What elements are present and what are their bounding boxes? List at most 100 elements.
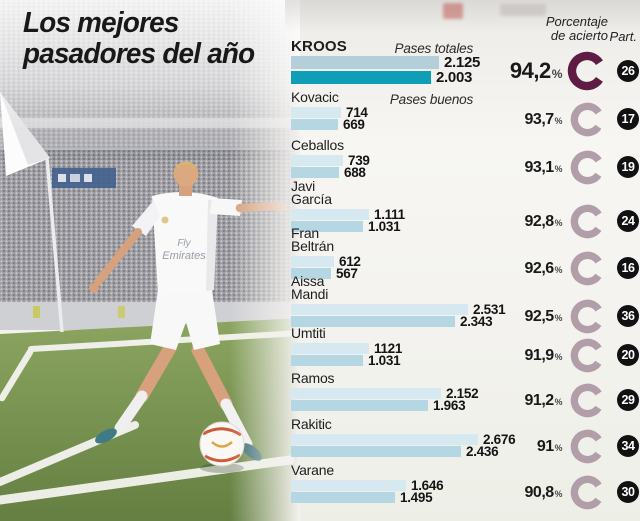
- pass-bar-line: 1.031: [291, 219, 640, 234]
- pass-bar-line: 612: [291, 254, 640, 269]
- title-line-1: Los mejores: [23, 7, 179, 39]
- good-passes-bar: [291, 446, 461, 457]
- player-name-line: Ceballos: [291, 137, 344, 153]
- pass-bar-line: 1.963: [291, 398, 640, 413]
- percent-sign: %: [554, 163, 563, 174]
- total-passes-bar: [291, 304, 468, 315]
- good-passes-bar: [291, 400, 428, 411]
- pass-bar-line: 2.003: [291, 69, 640, 86]
- player-row: Ramos 2.152 1.963 91,2% 29: [291, 371, 640, 417]
- player-name-line: Fran: [291, 225, 319, 241]
- accuracy-value: 91,2%: [525, 391, 563, 410]
- pass-bars: 2.125 2.003: [291, 54, 640, 86]
- legend-total-passes: Pases totales: [394, 41, 474, 56]
- good-passes-bar: [291, 119, 338, 130]
- accuracy-donut-icon: [570, 475, 604, 509]
- pass-bar-line: 2.125: [291, 54, 640, 71]
- good-passes-bar: [291, 492, 395, 503]
- accuracy-number: 93,7: [524, 110, 555, 128]
- player-row: Aissa Mandi 2.531 2.343 92,5% 36: [291, 273, 640, 333]
- good-passes-bar: [291, 268, 331, 279]
- accuracy-donut-icon: [570, 338, 604, 372]
- total-passes-bar: [291, 56, 439, 69]
- photo-top-fade: [285, 0, 640, 32]
- player-name: Umtiti: [291, 326, 640, 340]
- percent-sign: %: [554, 488, 563, 499]
- accuracy-value: 91%: [537, 437, 563, 456]
- total-passes-bar: [291, 434, 478, 445]
- player-name-line: KROOS: [291, 38, 348, 55]
- total-passes-bar: [291, 388, 441, 399]
- percent-sign: %: [554, 442, 563, 453]
- accuracy-column-header: Porcentaje de acierto: [546, 15, 608, 42]
- accuracy-donut-icon: [570, 204, 604, 238]
- participation-badge: 24: [617, 210, 639, 232]
- good-passes-bar: [291, 221, 363, 232]
- participation-badge: 19: [617, 156, 639, 178]
- pass-bar-line: 1121: [291, 341, 640, 356]
- pass-bars: 714 669: [291, 105, 640, 132]
- pass-bar-line: 1.495: [291, 490, 640, 505]
- percent-sign: %: [551, 67, 563, 81]
- participation-badge: 30: [617, 481, 639, 503]
- good-passes-value: 2.436: [466, 444, 499, 459]
- good-passes-value: 669: [343, 117, 365, 132]
- good-passes-bar: [291, 355, 363, 366]
- percent-sign: %: [554, 115, 563, 126]
- good-passes-bar: [291, 71, 431, 84]
- percent-sign: %: [554, 264, 563, 275]
- player-name-line: Aissa: [291, 273, 325, 289]
- player-row: Ceballos 739 688 93,1% 19: [291, 137, 640, 184]
- accuracy-donut-icon: [570, 150, 604, 184]
- boot: [95, 428, 117, 444]
- good-passes-value: 688: [344, 165, 366, 180]
- accuracy-number: 92,6: [524, 259, 555, 277]
- accuracy-donut-icon: [570, 383, 604, 417]
- accuracy-value: 93,1%: [525, 158, 563, 177]
- accuracy-number: 92,5: [524, 307, 555, 325]
- total-passes-value: 739: [348, 153, 370, 168]
- percent-sign: %: [554, 351, 563, 362]
- player-name: Varane: [291, 462, 640, 478]
- good-passes-value: 2.003: [436, 69, 473, 86]
- pass-bar-line: 2.152: [291, 386, 640, 401]
- participation-column-header: Part.: [609, 29, 637, 44]
- total-passes-value: 714: [346, 105, 368, 120]
- pass-bars: 1.111 1.031: [291, 207, 640, 234]
- total-passes-value: 2.152: [446, 386, 479, 401]
- pass-bar-line: 567: [291, 266, 640, 281]
- accuracy-header-line: de acierto: [550, 27, 608, 43]
- player-row: Rakitic 2.676 2.436 91% 34: [291, 417, 640, 463]
- pass-bars: 612 567: [291, 254, 640, 281]
- good-passes-value: 567: [336, 266, 358, 281]
- player-row: Kovacic 714 669 93,7% 17: [291, 89, 640, 136]
- good-passes-value: 1.031: [368, 353, 401, 368]
- total-passes-bar: [291, 256, 334, 267]
- pass-bars: 1121 1.031: [291, 341, 640, 368]
- player-row: Javi García 1.111 1.031 92,8% 24: [291, 179, 640, 238]
- participation-badge: 36: [617, 305, 639, 327]
- stadium-blur-blob: [500, 4, 546, 16]
- player-row: Fran Beltrán 612 567 92,6% 16: [291, 225, 640, 285]
- accuracy-number: 91,9: [524, 346, 555, 364]
- accuracy-number: 92,8: [524, 212, 555, 230]
- good-passes-bar: [291, 316, 455, 327]
- total-passes-value: 1.646: [411, 478, 444, 493]
- stadium-photo: Fly Emirates: [0, 0, 300, 521]
- accuracy-value: 92,8%: [524, 212, 563, 231]
- total-passes-bar: [291, 107, 341, 118]
- participation-badge: 17: [617, 108, 639, 130]
- player-name: Ramos: [291, 371, 640, 385]
- page-title: Los mejores pasadores del año: [23, 7, 255, 70]
- total-passes-value: 2.676: [483, 432, 516, 447]
- pass-bars: 2.531 2.343: [291, 302, 640, 329]
- pass-bar-line: 1.111: [291, 207, 640, 222]
- pass-bar-line: 739: [291, 153, 640, 168]
- accuracy-value: 92,6%: [524, 259, 563, 278]
- player-name-line: Kovacic: [291, 89, 339, 105]
- player-name: Ceballos: [291, 137, 640, 153]
- pass-bar-line: 669: [291, 117, 640, 132]
- player-name-line: Varane: [291, 462, 334, 478]
- total-passes-value: 1.111: [374, 207, 405, 222]
